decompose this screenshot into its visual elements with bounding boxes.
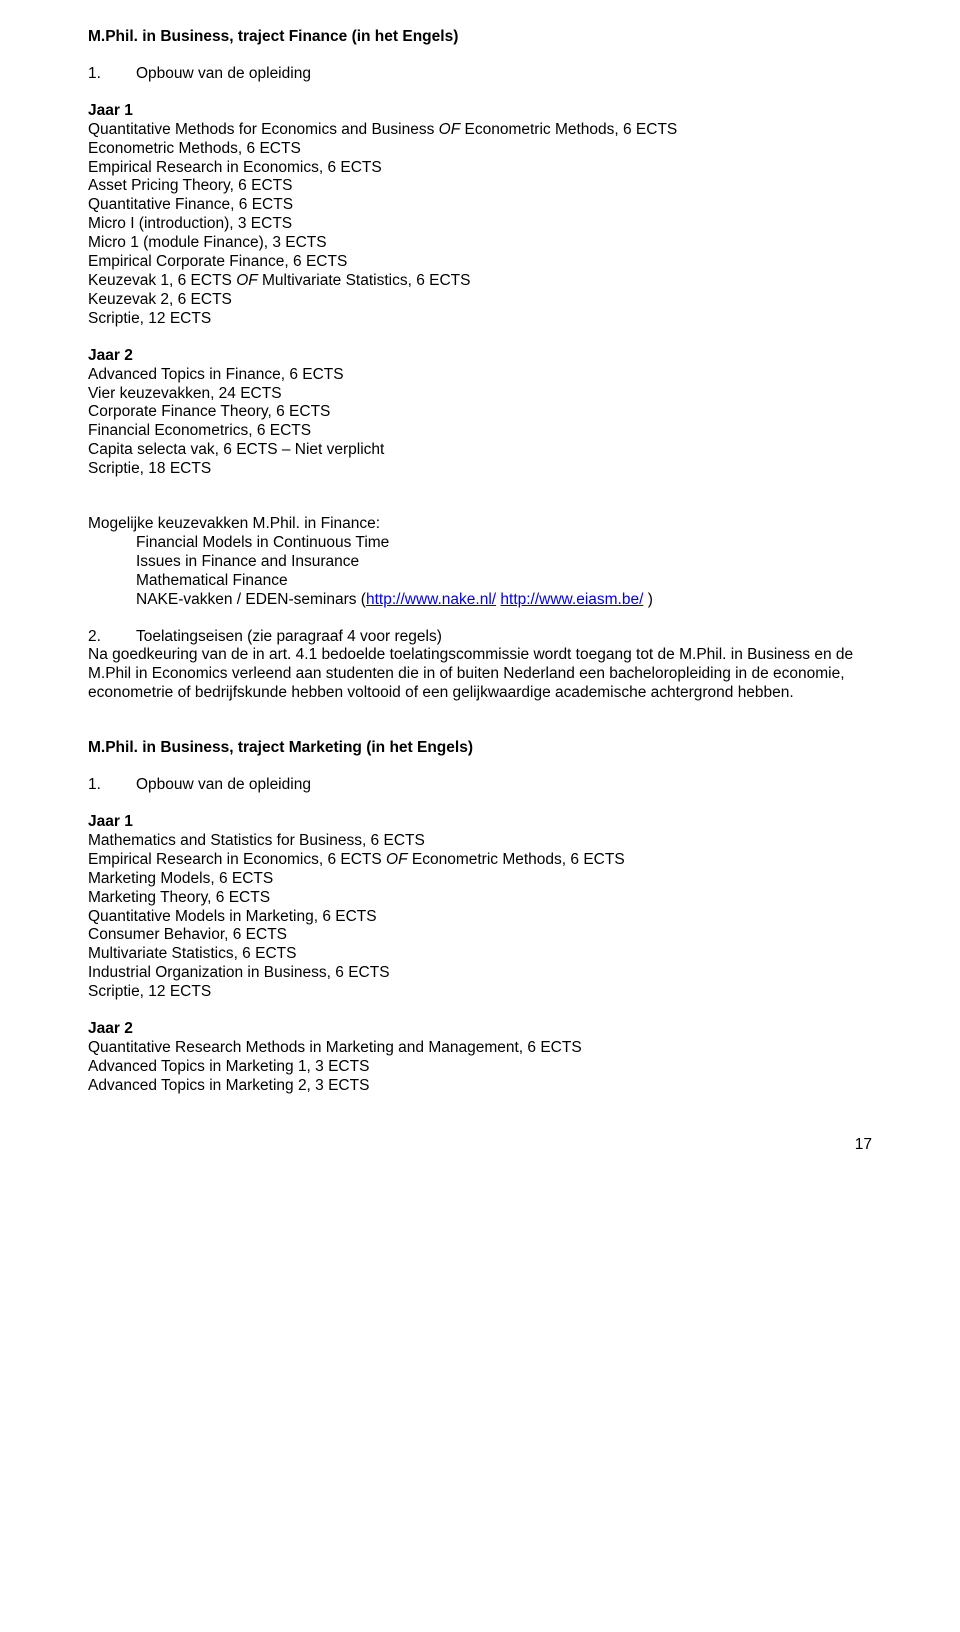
course-line: Scriptie, 18 ECTS <box>88 460 872 479</box>
section2-title: M.Phil. in Business, traject Marketing (… <box>88 739 872 758</box>
section1-jaar2: Jaar 2 Advanced Topics in Finance, 6 ECT… <box>88 347 872 479</box>
mk-title: Mogelijke keuzevakken M.Phil. in Finance… <box>88 515 872 534</box>
course-line: Financial Econometrics, 6 ECTS <box>88 422 872 441</box>
section1-keuzevakken: Mogelijke keuzevakken M.Phil. in Finance… <box>88 515 872 610</box>
opbouw-text: Opbouw van de opleiding <box>136 776 311 795</box>
num-label: 2. <box>88 628 136 647</box>
jaar1-label: Jaar 1 <box>88 102 872 121</box>
course-line: Econometric Methods, 6 ECTS <box>88 140 872 159</box>
course-line: Advanced Topics in Marketing 1, 3 ECTS <box>88 1058 872 1077</box>
section1-toelatingseisen: 2. Toelatingseisen (zie paragraaf 4 voor… <box>88 628 872 647</box>
toel-text: Toelatingseisen (zie paragraaf 4 voor re… <box>136 628 442 647</box>
course-line: Vier keuzevakken, 24 ECTS <box>88 385 872 404</box>
course-line: Empirical Research in Economics, 6 ECTS <box>88 159 872 178</box>
section2-opbouw: 1. Opbouw van de opleiding <box>88 776 872 795</box>
nake-link[interactable]: http://www.nake.nl/ <box>366 591 496 608</box>
course-line: Micro I (introduction), 3 ECTS <box>88 215 872 234</box>
course-line: Mathematics and Statistics for Business,… <box>88 832 872 851</box>
page-number: 17 <box>88 1136 872 1155</box>
course-line: Marketing Theory, 6 ECTS <box>88 889 872 908</box>
section2-jaar2: Jaar 2 Quantitative Research Methods in … <box>88 1020 872 1096</box>
course-line: Marketing Models, 6 ECTS <box>88 870 872 889</box>
section2-jaar1: Jaar 1 Mathematics and Statistics for Bu… <box>88 813 872 1002</box>
section1-jaar1: Jaar 1 Quantitative Methods for Economic… <box>88 102 872 329</box>
mk-line: Issues in Finance and Insurance <box>88 553 872 572</box>
mk-line: Mathematical Finance <box>88 572 872 591</box>
course-line: Advanced Topics in Marketing 2, 3 ECTS <box>88 1077 872 1096</box>
course-line: Multivariate Statistics, 6 ECTS <box>88 945 872 964</box>
course-line: Scriptie, 12 ECTS <box>88 983 872 1002</box>
course-line: Capita selecta vak, 6 ECTS – Niet verpli… <box>88 441 872 460</box>
course-line: Quantitative Research Methods in Marketi… <box>88 1039 872 1058</box>
opbouw-text: Opbouw van de opleiding <box>136 65 311 84</box>
course-line: Keuzevak 2, 6 ECTS <box>88 291 872 310</box>
course-line: Corporate Finance Theory, 6 ECTS <box>88 403 872 422</box>
num-label: 1. <box>88 65 136 84</box>
section1-opbouw: 1. Opbouw van de opleiding <box>88 65 872 84</box>
course-line: Asset Pricing Theory, 6 ECTS <box>88 177 872 196</box>
jaar2-label: Jaar 2 <box>88 347 872 366</box>
course-line: Industrial Organization in Business, 6 E… <box>88 964 872 983</box>
course-line: Scriptie, 12 ECTS <box>88 310 872 329</box>
mk-line: NAKE-vakken / EDEN-seminars (http://www.… <box>88 591 872 610</box>
course-line: Empirical Research in Economics, 6 ECTS … <box>88 851 872 870</box>
course-line: Micro 1 (module Finance), 3 ECTS <box>88 234 872 253</box>
section1-title: M.Phil. in Business, traject Finance (in… <box>88 28 872 47</box>
course-line: Consumer Behavior, 6 ECTS <box>88 926 872 945</box>
mk-line: Financial Models in Continuous Time <box>88 534 872 553</box>
course-line: Keuzevak 1, 6 ECTS OF Multivariate Stati… <box>88 272 872 291</box>
num-label: 1. <box>88 776 136 795</box>
jaar2-label: Jaar 2 <box>88 1020 872 1039</box>
course-line: Empirical Corporate Finance, 6 ECTS <box>88 253 872 272</box>
eiasm-link[interactable]: http://www.eiasm.be/ <box>500 591 643 608</box>
course-line: Quantitative Finance, 6 ECTS <box>88 196 872 215</box>
jaar1-label: Jaar 1 <box>88 813 872 832</box>
course-line: Advanced Topics in Finance, 6 ECTS <box>88 366 872 385</box>
course-line: Quantitative Methods for Economics and B… <box>88 121 872 140</box>
course-line: Quantitative Models in Marketing, 6 ECTS <box>88 908 872 927</box>
section1-paragraph: Na goedkeuring van de in art. 4.1 bedoel… <box>88 646 872 703</box>
